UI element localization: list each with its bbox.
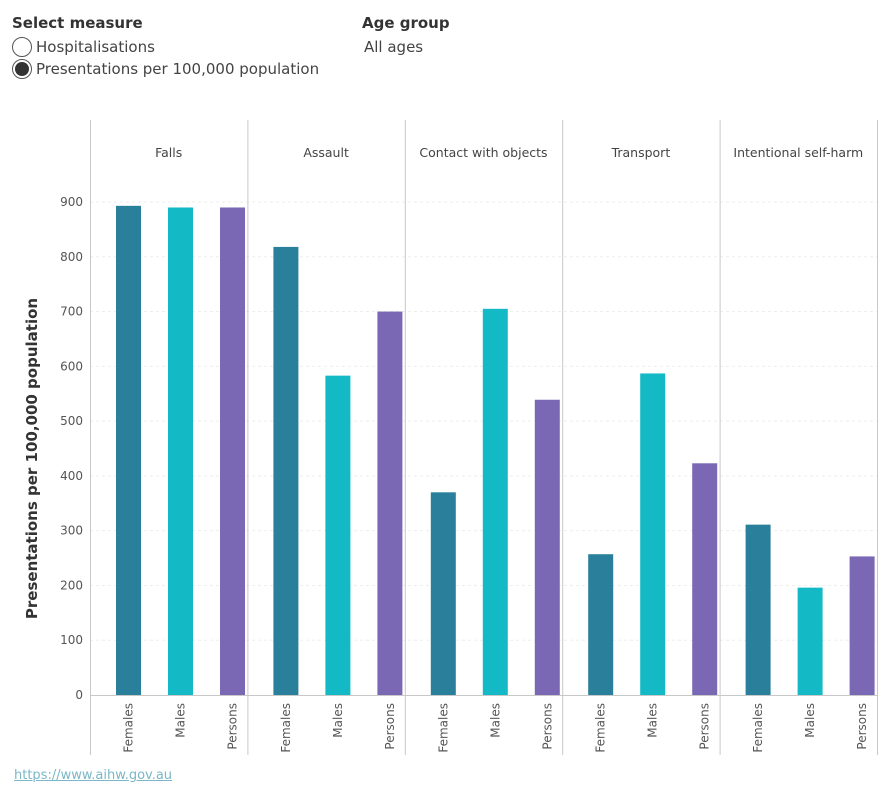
bar [325, 375, 351, 695]
x-category-label: Females [279, 703, 293, 753]
bar [745, 524, 771, 695]
x-category-label: Persons [855, 703, 869, 750]
y-tick-label: 200 [60, 578, 83, 592]
aihw-link[interactable]: https://www.aihw.gov.au [14, 768, 173, 783]
x-category-label: Persons [226, 703, 240, 750]
y-tick-label: 900 [60, 195, 83, 209]
bar-chart: 0 100 200 300 400 500 600 700 800 900 Presentation… [23, 120, 878, 755]
x-category-label: Males [803, 703, 817, 738]
x-category-label: Females [436, 703, 450, 753]
bar [116, 205, 141, 695]
bar [797, 587, 823, 695]
x-category-label: Females [122, 703, 136, 753]
x-category-label: Females [594, 703, 608, 753]
y-tick-label: 300 [60, 524, 83, 538]
bar [377, 311, 403, 695]
y-tick-label: 400 [60, 469, 83, 483]
y-axis-title: Presentations per 100,000 population [23, 298, 41, 619]
age-group-title: Age group [362, 14, 450, 32]
bar [430, 492, 456, 695]
radio-presentations-label: Presentations per 100,000 population [36, 60, 320, 78]
bar [534, 399, 560, 695]
y-tick-label: 700 [60, 305, 83, 319]
bar [640, 373, 666, 695]
panel-header: Transport [611, 145, 671, 160]
panel-header: Falls [155, 145, 182, 160]
x-category-label: Males [331, 703, 345, 738]
x-category-label: Males [174, 703, 188, 738]
radio-presentations[interactable]: Presentations per 100,000 population [12, 59, 319, 79]
controls-panel: Select measure Hospitalisations Presenta… [0, 0, 890, 110]
age-group-dropdown[interactable]: All ages [364, 38, 424, 56]
bar [220, 207, 245, 695]
x-category-label: Males [646, 703, 660, 738]
radio-unselected-icon[interactable] [12, 37, 32, 57]
x-category-label: Persons [698, 703, 712, 750]
bar [692, 463, 718, 695]
x-category-label: Persons [383, 703, 397, 750]
bar [168, 207, 193, 695]
bar [273, 246, 299, 695]
radio-selected-icon[interactable] [12, 59, 32, 79]
panel-header: Assault [303, 145, 349, 160]
y-tick-label: 600 [60, 359, 83, 373]
y-tick-label: 500 [60, 414, 83, 428]
measure-title: Select measure [12, 14, 143, 32]
x-category-label: Persons [540, 703, 554, 750]
x-category-label: Females [751, 703, 765, 753]
panel-header: Contact with objects [419, 145, 547, 160]
bar [849, 556, 875, 695]
y-tick-label: 800 [60, 250, 83, 264]
panel-header: Intentional self-harm [733, 145, 863, 160]
bar [588, 554, 614, 695]
radio-hospitalisations[interactable]: Hospitalisations [12, 37, 155, 57]
bar [482, 308, 508, 695]
y-tick-label: 100 [60, 633, 83, 647]
x-category-label: Males [488, 703, 502, 738]
radio-hospitalisations-label: Hospitalisations [36, 38, 155, 56]
y-tick-label: 0 [75, 688, 83, 702]
